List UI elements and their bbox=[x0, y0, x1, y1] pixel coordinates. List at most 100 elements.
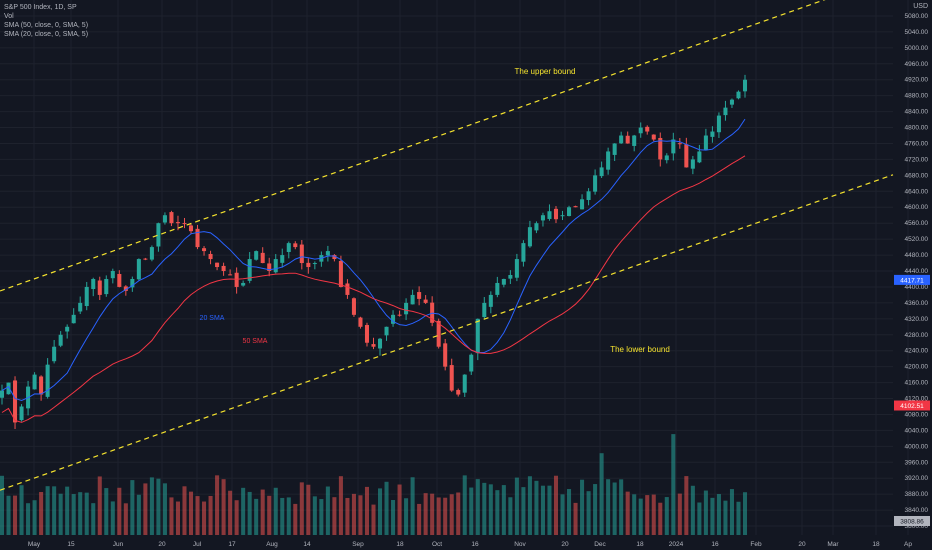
candle-body bbox=[338, 260, 343, 287]
candle-body bbox=[156, 223, 161, 247]
candle-body bbox=[397, 314, 402, 316]
x-tick-label: Dec bbox=[594, 541, 606, 548]
candle-body bbox=[436, 320, 441, 347]
y-tick-label: 3920.00 bbox=[905, 475, 929, 482]
candle-body bbox=[84, 286, 89, 307]
volume-bar bbox=[377, 488, 383, 535]
legend-vol[interactable]: Vol bbox=[4, 13, 14, 20]
y-tick-label: 3840.00 bbox=[905, 507, 929, 514]
candle-body bbox=[6, 382, 11, 395]
volume-bar bbox=[162, 483, 167, 535]
candle-body bbox=[697, 151, 702, 163]
volume-bar bbox=[286, 497, 291, 535]
volume-bar bbox=[280, 497, 285, 535]
candle-body bbox=[534, 223, 539, 231]
volume-bar bbox=[117, 487, 122, 535]
x-tick-label: 18 bbox=[396, 541, 404, 548]
volume-bar bbox=[723, 500, 728, 535]
volume-bar bbox=[149, 477, 154, 535]
candle-body bbox=[78, 302, 83, 312]
candle-body bbox=[456, 390, 461, 395]
x-tick-label: Jul bbox=[193, 541, 202, 548]
volume-bar bbox=[417, 503, 422, 535]
legend-sma50[interactable]: SMA (50, close, 0, SMA, 5) bbox=[4, 22, 89, 29]
volume-bar bbox=[410, 477, 415, 535]
volume-bars bbox=[0, 434, 748, 535]
upper-bound-line bbox=[0, 0, 826, 292]
candle-body bbox=[104, 278, 109, 295]
x-tick-label: Feb bbox=[750, 541, 762, 548]
volume-bar bbox=[651, 494, 656, 535]
y-tick-label: 4880.00 bbox=[905, 93, 929, 100]
y-tick-label: 4720.00 bbox=[905, 156, 929, 163]
sma50-price-tag-bg bbox=[894, 400, 930, 411]
y-tick-label: 4960.00 bbox=[905, 61, 929, 68]
candle-body bbox=[195, 228, 200, 248]
volume-bar bbox=[228, 490, 233, 535]
y-tick-label: 4040.00 bbox=[905, 427, 929, 434]
legend-sma20[interactable]: SMA (20, close, 0, SMA, 5) bbox=[4, 31, 89, 38]
volume-bar bbox=[462, 475, 467, 535]
annotation-label: 50 SMA bbox=[243, 338, 268, 345]
candle-body bbox=[247, 259, 252, 281]
volume-bar bbox=[436, 497, 441, 535]
candle-body bbox=[690, 159, 695, 169]
volume-bar bbox=[710, 497, 715, 535]
x-tick-label: 15 bbox=[67, 541, 75, 548]
candle-body bbox=[306, 262, 311, 268]
candle-body bbox=[182, 223, 187, 225]
candle-body bbox=[553, 208, 559, 220]
candle-body bbox=[619, 135, 624, 144]
y-tick-label: 4360.00 bbox=[905, 300, 929, 307]
volume-bar bbox=[580, 479, 585, 535]
y-tick-label: 4440.00 bbox=[905, 268, 929, 275]
volume-bar bbox=[553, 475, 559, 535]
volume-bar bbox=[136, 494, 141, 535]
candle-body bbox=[169, 212, 174, 224]
y-tick-label: 4520.00 bbox=[905, 236, 929, 243]
candle-body bbox=[58, 334, 63, 346]
sma-lines bbox=[1, 118, 746, 423]
x-tick-label: 17 bbox=[228, 541, 236, 548]
x-tick-label: 20 bbox=[561, 541, 569, 548]
candle-body bbox=[267, 263, 272, 272]
volume-bar bbox=[443, 497, 448, 535]
volume-bar bbox=[384, 481, 389, 535]
candle-body bbox=[371, 344, 376, 347]
volume-bar bbox=[19, 485, 24, 535]
volume-bar bbox=[488, 484, 493, 535]
candle-body bbox=[13, 380, 18, 423]
lower-bound-line bbox=[0, 174, 894, 491]
volume-bar bbox=[273, 487, 278, 535]
y-tick-label: 4680.00 bbox=[905, 172, 929, 179]
candle-body bbox=[19, 406, 24, 421]
volume-bar bbox=[404, 498, 409, 535]
volume-bar bbox=[534, 480, 539, 535]
candle-body bbox=[215, 262, 220, 268]
candle-body bbox=[358, 317, 363, 327]
legend-symbol[interactable]: S&P 500 Index, 1D, SP bbox=[4, 4, 77, 11]
candle-body bbox=[736, 91, 741, 99]
currency-label: USD bbox=[913, 3, 928, 10]
volume-bar bbox=[208, 495, 213, 535]
y-tick-label: 4560.00 bbox=[905, 220, 929, 227]
candle-body bbox=[208, 253, 213, 260]
volume-bar bbox=[0, 475, 5, 535]
volume-bar bbox=[188, 491, 194, 535]
candle-body bbox=[560, 215, 565, 217]
candle-body bbox=[684, 144, 689, 168]
candle-body bbox=[729, 99, 734, 105]
candle-body bbox=[638, 127, 643, 134]
volume-bar bbox=[26, 503, 31, 535]
candles bbox=[0, 74, 748, 429]
sma50-line bbox=[1, 155, 746, 423]
y-tick-label: 4800.00 bbox=[905, 125, 929, 132]
sma20-line bbox=[1, 118, 746, 402]
y-tick-label: 4320.00 bbox=[905, 316, 929, 323]
candle-body bbox=[469, 354, 474, 372]
volume-bar bbox=[97, 476, 102, 535]
volume-bar bbox=[586, 491, 591, 535]
volume-bar bbox=[319, 499, 324, 535]
candle-body bbox=[521, 243, 526, 262]
